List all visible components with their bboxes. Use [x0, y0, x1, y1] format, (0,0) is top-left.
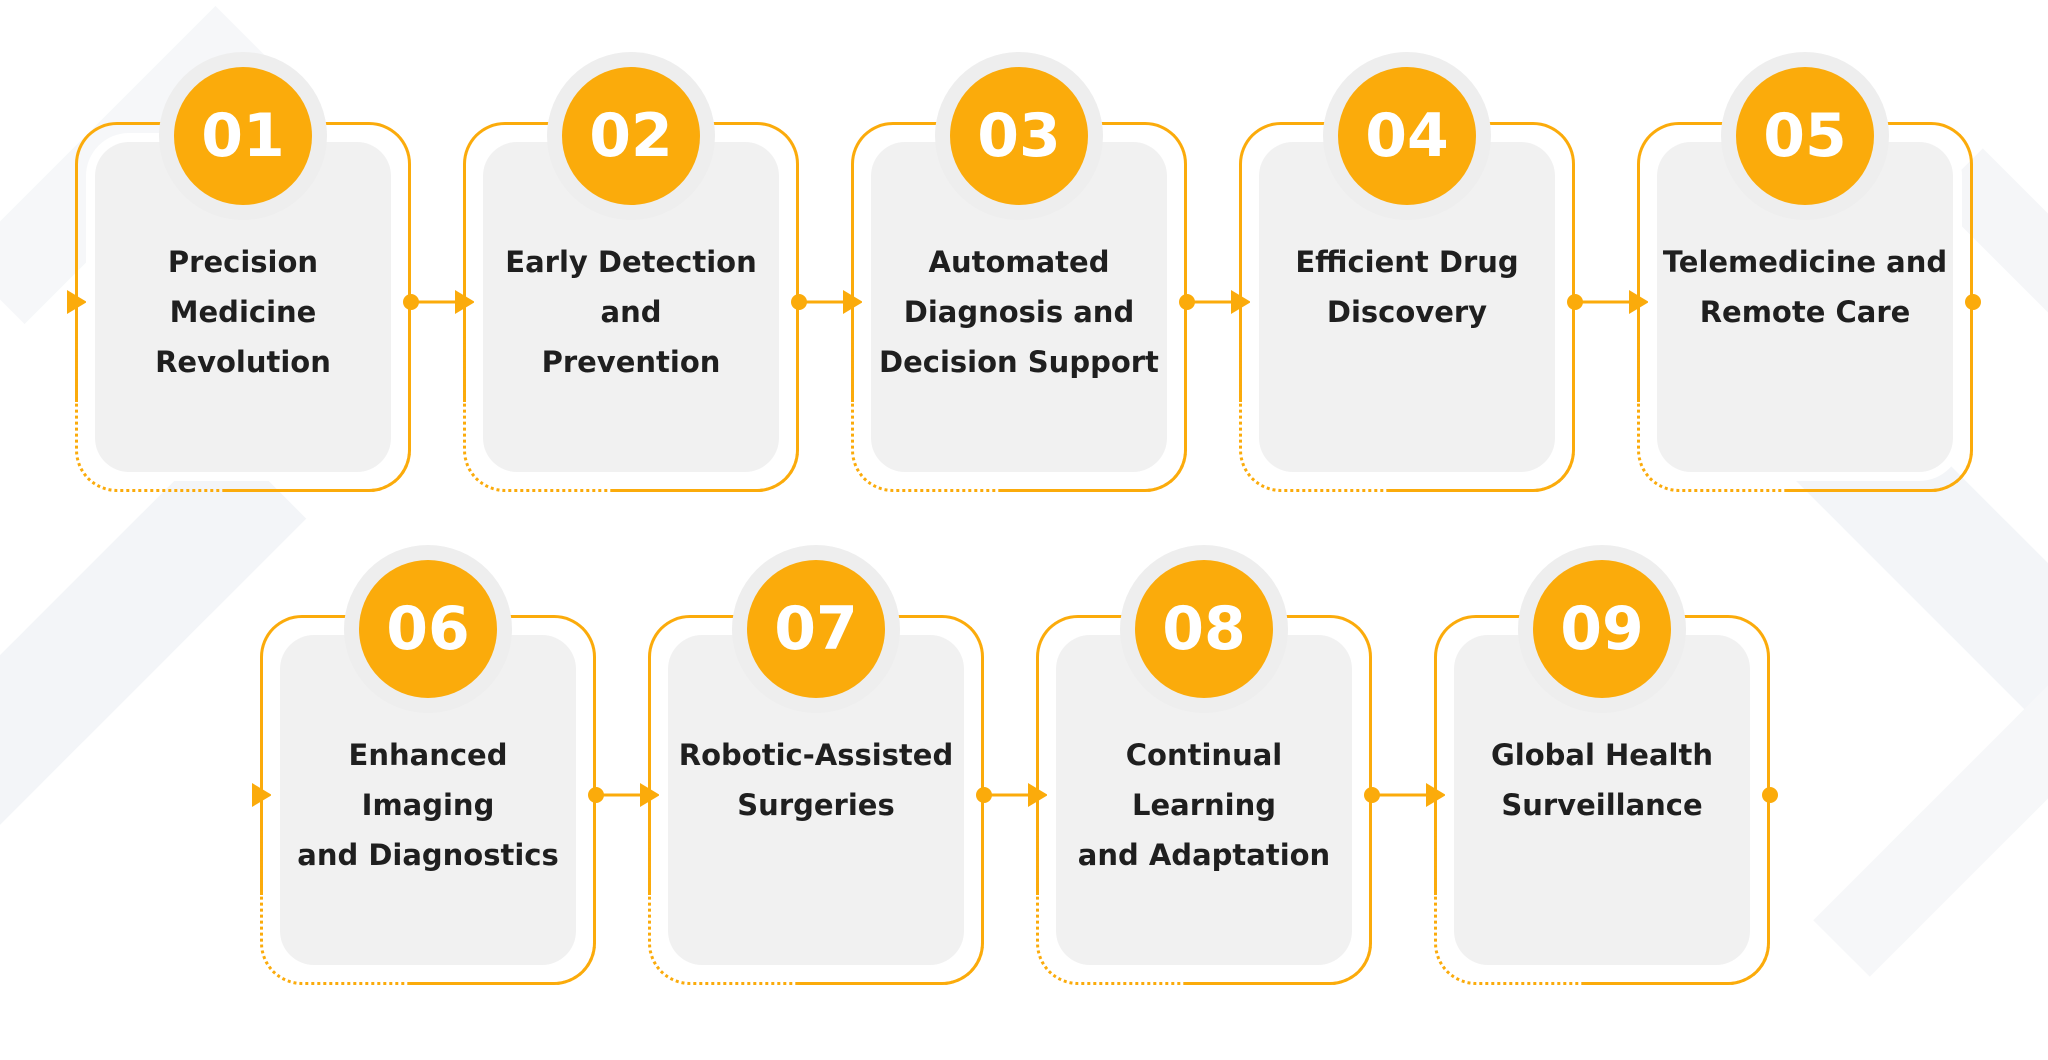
step-number-badge: 04 [1338, 67, 1476, 205]
step-frame-corner [798, 865, 984, 985]
step-label-line: Automated [928, 245, 1110, 279]
step-frame-corner [1584, 865, 1770, 985]
step-label-line: Revolution [155, 345, 331, 379]
step-card: 06 Enhanced Imaging and Diagnostics [260, 545, 596, 985]
step-card: 09 Global Health Surveillance [1434, 545, 1770, 985]
step-label-line: Telemedicine and [1662, 245, 1948, 279]
step-number-badge: 08 [1135, 560, 1273, 698]
step-label-line: Early Detection and [505, 245, 757, 329]
step-label: Robotic-Assisted Surgeries [668, 730, 964, 830]
step-label-line: and Adaptation [1077, 838, 1331, 872]
step-label: Global Health Surveillance [1454, 730, 1750, 830]
step-label: Enhanced Imaging and Diagnostics [280, 730, 576, 880]
step-card: 08 Continual Learning and Adaptation [1036, 545, 1372, 985]
step-frame-corner [1389, 372, 1575, 492]
step-card: 05 Telemedicine and Remote Care [1637, 52, 1973, 492]
step-label: Efficient Drug Discovery [1259, 237, 1555, 337]
step-number-badge: 06 [359, 560, 497, 698]
step-label-line: Global Health [1491, 738, 1713, 772]
step-label: Automated Diagnosis and Decision Support [871, 237, 1167, 387]
step-label-line: Prevention [541, 345, 721, 379]
step-card: 01 Precision Medicine Revolution [75, 52, 411, 492]
step-label-line: Surveillance [1501, 788, 1703, 822]
step-frame-corner [613, 372, 799, 492]
step-label: Early Detection and Prevention [483, 237, 779, 387]
step-label-line: Continual Learning [1125, 738, 1283, 822]
step-label-line: Efficient Drug [1295, 245, 1519, 279]
step-label-line: Enhanced Imaging [348, 738, 508, 822]
step-card: 04 Efficient Drug Discovery [1239, 52, 1575, 492]
step-label-line: Surgeries [737, 788, 895, 822]
step-frame-corner [225, 372, 411, 492]
step-number-badge: 03 [950, 67, 1088, 205]
step-label-line: Precision Medicine [167, 245, 319, 329]
step-label: Continual Learning and Adaptation [1056, 730, 1352, 880]
step-label-line: Robotic-Assisted [678, 738, 954, 772]
step-label-line: and Diagnostics [297, 838, 559, 872]
step-label-line: Remote Care [1699, 295, 1911, 329]
step-number-badge: 07 [747, 560, 885, 698]
step-number-badge: 01 [174, 67, 312, 205]
step-number-badge: 05 [1736, 67, 1874, 205]
step-frame-corner [1186, 865, 1372, 985]
step-label-line: Diagnosis and [903, 295, 1135, 329]
step-label-line: Discovery [1326, 295, 1488, 329]
step-frame-corner [410, 865, 596, 985]
step-label-line: Decision Support [879, 345, 1159, 379]
step-number-badge: 09 [1533, 560, 1671, 698]
step-frame-corner [1001, 372, 1187, 492]
step-card: 07 Robotic-Assisted Surgeries [648, 545, 984, 985]
step-number-badge: 02 [562, 67, 700, 205]
step-card: 03 Automated Diagnosis and Decision Supp… [851, 52, 1187, 492]
step-label: Precision Medicine Revolution [95, 237, 391, 387]
step-card: 02 Early Detection and Prevention [463, 52, 799, 492]
step-label: Telemedicine and Remote Care [1657, 237, 1953, 337]
